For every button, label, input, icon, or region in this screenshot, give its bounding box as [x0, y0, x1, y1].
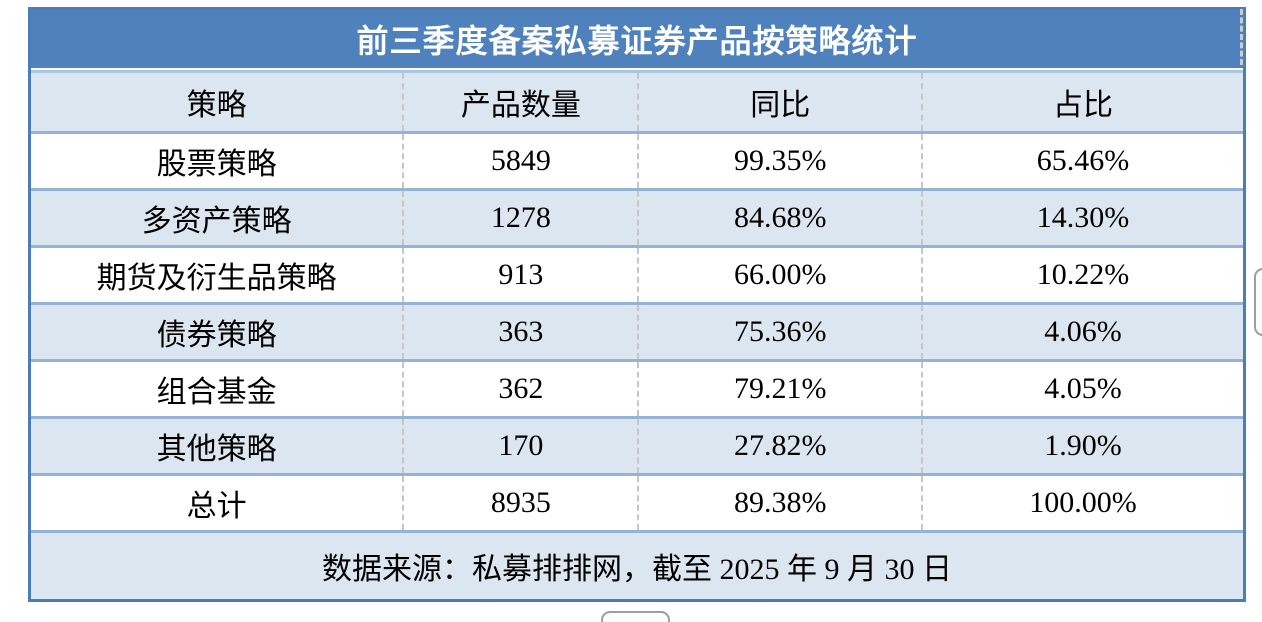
cell-yoy: 27.82% — [639, 419, 923, 473]
cell-strategy: 股票策略 — [31, 134, 405, 188]
cell-yoy: 66.00% — [639, 248, 923, 302]
strategy-statistics-table: 前三季度备案私募证券产品按策略统计 策略 产品数量 同比 占比 股票策略 584… — [28, 7, 1246, 602]
table-header-row: 策略 产品数量 同比 占比 — [31, 70, 1243, 131]
cell-product-count: 362 — [404, 362, 640, 416]
column-header-strategy: 策略 — [31, 73, 405, 131]
cell-product-count: 913 — [404, 248, 640, 302]
column-header-yoy: 同比 — [639, 73, 923, 131]
table-row-total: 总计 8935 89.38% 100.00% — [31, 473, 1243, 530]
cell-strategy: 多资产策略 — [31, 191, 405, 245]
table-row-futures-derivatives-strategy: 期货及衍生品策略 913 66.00% 10.22% — [31, 245, 1243, 302]
cell-share: 100.00% — [1029, 486, 1137, 519]
horizontal-scrollbar-thumb[interactable] — [601, 611, 670, 622]
table-footer-source-note: 数据来源：私募排排网，截至 2025 年 9 月 30 日 — [31, 530, 1243, 599]
page-break-dashed-line — [1240, 9, 1243, 65]
cell-strategy: 期货及衍生品策略 — [31, 248, 405, 302]
table-title: 前三季度备案私募证券产品按策略统计 — [31, 10, 1243, 70]
table-row-stock-strategy: 股票策略 5849 99.35% 65.46% — [31, 131, 1243, 188]
cell-share: 14.30% — [1036, 201, 1130, 234]
column-header-share: 占比 — [1052, 89, 1113, 122]
cell-product-count: 363 — [404, 305, 640, 359]
cell-share: 65.46% — [1036, 144, 1130, 177]
cell-share: 1.90% — [1044, 429, 1122, 462]
cell-product-count: 8935 — [404, 476, 640, 530]
cell-share: 10.22% — [1036, 258, 1130, 291]
cell-product-count: 1278 — [404, 191, 640, 245]
cell-product-count: 5849 — [404, 134, 640, 188]
cell-strategy: 债券策略 — [31, 305, 405, 359]
cell-yoy: 84.68% — [639, 191, 923, 245]
cell-strategy: 总计 — [31, 476, 405, 530]
cell-share: 4.05% — [1044, 372, 1122, 405]
cell-yoy: 79.21% — [639, 362, 923, 416]
table-row-other-strategy: 其他策略 170 27.82% 1.90% — [31, 416, 1243, 473]
cell-share: 4.06% — [1044, 315, 1122, 348]
table-row-bond-strategy: 债券策略 363 75.36% 4.06% — [31, 302, 1243, 359]
vertical-scrollbar-thumb[interactable] — [1254, 268, 1262, 336]
cell-yoy: 89.38% — [639, 476, 923, 530]
cell-product-count: 170 — [404, 419, 640, 473]
table-row-fund-of-funds: 组合基金 362 79.21% 4.05% — [31, 359, 1243, 416]
cell-yoy: 75.36% — [639, 305, 923, 359]
cell-yoy: 99.35% — [639, 134, 923, 188]
cell-strategy: 组合基金 — [31, 362, 405, 416]
column-header-product-count: 产品数量 — [404, 73, 640, 131]
table-row-multi-asset-strategy: 多资产策略 1278 84.68% 14.30% — [31, 188, 1243, 245]
cell-strategy: 其他策略 — [31, 419, 405, 473]
